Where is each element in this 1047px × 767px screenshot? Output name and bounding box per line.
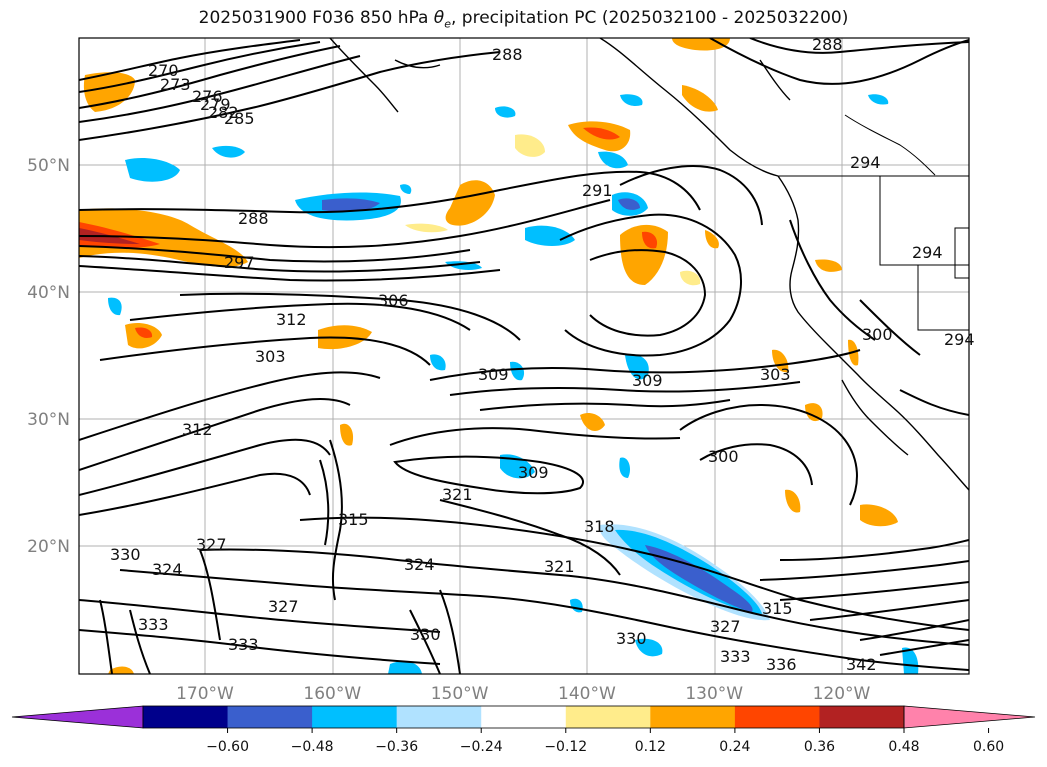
contour-label: 309: [518, 463, 549, 482]
contour-label: 303: [760, 365, 791, 384]
contour-label: 273: [160, 75, 191, 94]
colorbar-swatch: [312, 706, 398, 728]
contour-label: 288: [492, 45, 523, 64]
colorbar-tick-label: 0.12: [635, 739, 666, 755]
map-content: [79, 38, 969, 674]
contour-label: 327: [196, 535, 227, 554]
contour-label: 330: [616, 629, 647, 648]
contour-label: 309: [478, 365, 509, 384]
title-suffix: , precipitation PC (2025032100 - 2025032…: [450, 8, 849, 28]
contour-label: 330: [110, 545, 141, 564]
contour-label: 276: [192, 87, 223, 106]
longitude-label: 150°W: [431, 684, 489, 704]
contour-label: 342: [846, 655, 877, 674]
contour-label: 309: [632, 371, 663, 390]
contour-label: 327: [268, 597, 299, 616]
borders: [778, 114, 969, 331]
contour-label: 288: [238, 209, 269, 228]
title-subscript: e: [444, 17, 451, 31]
title-theta-symbol: θ: [433, 8, 445, 28]
colorbar-tick-label: −0.60: [206, 739, 249, 755]
contour-labels: 270 273 276 279 282 285 288 288 288 291 …: [110, 35, 975, 674]
colorbar-extend-min: [11, 705, 144, 729]
longitude-label: 160°W: [303, 684, 361, 704]
contour-label: 315: [338, 510, 369, 529]
contour-label: 288: [812, 35, 843, 54]
colorbar-tick-label: −0.24: [460, 739, 503, 755]
title-prefix: 2025031900 F036 850 hPa: [198, 8, 434, 28]
colorbar-tick-label: −0.48: [291, 739, 334, 755]
contour-label: 297: [224, 253, 255, 272]
contour-label: 324: [404, 555, 435, 574]
contour-label: 318: [584, 517, 615, 536]
longitude-label: 120°W: [813, 684, 871, 704]
contour-label: 312: [182, 420, 213, 439]
latitude-label: 30°N: [27, 410, 70, 430]
colorbar-extend-max: [903, 705, 1036, 729]
contour-label: 324: [152, 560, 183, 579]
contour-label: 312: [276, 310, 307, 329]
colorbar-tick-label: 0.48: [888, 739, 919, 755]
contour-label: 327: [710, 617, 741, 636]
contour-label: 279: [200, 95, 231, 114]
graticule: [79, 38, 969, 674]
contour-label: 330: [410, 625, 441, 644]
contour-label: 294: [850, 153, 881, 172]
colorbar-frame: [142, 705, 905, 729]
contour-label: 300: [862, 325, 893, 344]
precip-negative-shading: [108, 94, 919, 674]
colorbar-swatch: [481, 706, 567, 728]
colorbar-tick-label: 0.60: [973, 739, 1004, 755]
colorbar-tick-labels: −0.60 −0.48 −0.36 −0.24 −0.12 0.12 0.24 0.36 0.4…: [206, 728, 1004, 755]
longitude-label: 170°W: [176, 684, 234, 704]
contour-label: 291: [582, 181, 613, 200]
latitude-label: 40°N: [27, 283, 70, 303]
contour-label: 270: [148, 61, 179, 80]
colorbar-tick-label: 0.36: [804, 739, 835, 755]
contour-label: 294: [912, 243, 943, 262]
precip-positive-shading: [79, 38, 898, 674]
coastlines: [329, 38, 969, 491]
contour-label: 294: [944, 330, 975, 349]
contour-label: 321: [544, 557, 575, 576]
contour-label: 321: [442, 485, 473, 504]
contour-label: 303: [255, 347, 286, 366]
contour-label: 306: [378, 291, 409, 310]
colorbar-swatch: [819, 706, 905, 728]
latitude-labels: 50°N 40°N 30°N 20°N: [27, 156, 70, 557]
map-title: 2025031900 F036 850 hPa θe, precipitatio…: [0, 8, 1047, 30]
contour-label: 300: [708, 447, 739, 466]
latitude-label: 50°N: [27, 156, 70, 176]
contour-label: 315: [762, 599, 793, 618]
longitude-labels: 170°W 160°W 150°W 140°W 130°W 120°W: [176, 684, 870, 704]
colorbar-tick-label: −0.36: [375, 739, 418, 755]
contour-label: 282: [208, 103, 239, 122]
contour-label: 285: [224, 109, 255, 128]
theta-e-contours: [79, 38, 969, 674]
contour-label: 333: [720, 647, 751, 666]
colorbar-swatch: [565, 706, 651, 728]
contour-label: 333: [138, 615, 169, 634]
colorbar-swatch: [227, 706, 313, 728]
latitude-label: 20°N: [27, 537, 70, 557]
longitude-label: 130°W: [685, 684, 743, 704]
contour-label: 336: [766, 655, 797, 674]
contour-label: 333: [228, 635, 259, 654]
colorbar-swatch: [396, 706, 482, 728]
colorbar: [11, 705, 1036, 729]
colorbar-swatch: [650, 706, 736, 728]
map-border: [78, 37, 970, 675]
colorbar-swatch: [734, 706, 820, 728]
longitude-label: 140°W: [558, 684, 616, 704]
colorbar-swatch: [143, 706, 229, 728]
colorbar-tick-label: 0.24: [719, 739, 750, 755]
colorbar-tick-label: −0.12: [544, 739, 587, 755]
